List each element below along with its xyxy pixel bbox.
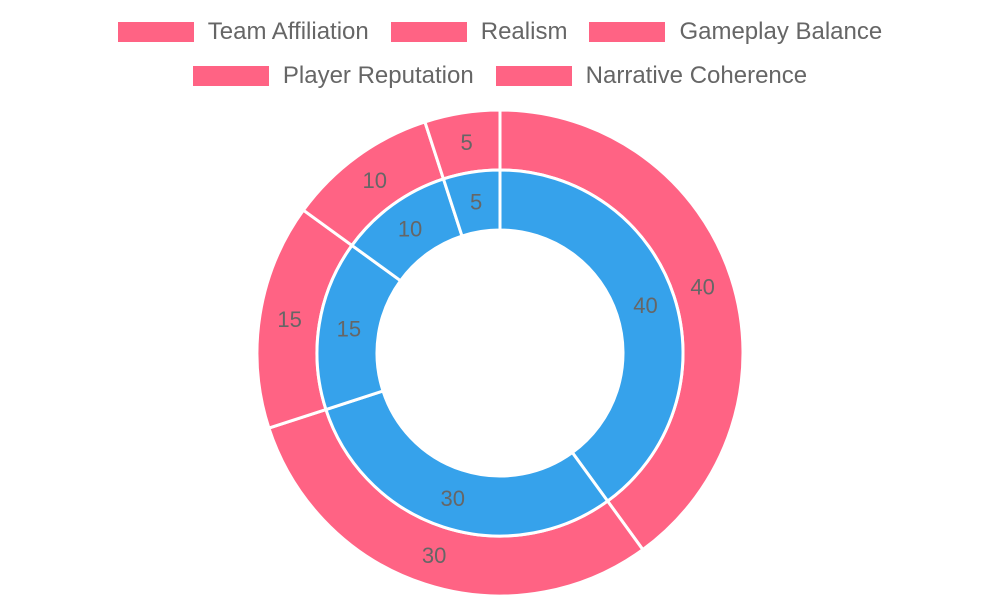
legend-item[interactable]: Team Affiliation	[117, 18, 369, 46]
legend-label: Narrative Coherence	[585, 62, 808, 89]
legend-item[interactable]: Realism	[390, 18, 568, 46]
legend-item[interactable]: Narrative Coherence	[495, 62, 808, 90]
doughnut-segment[interactable]	[324, 389, 610, 538]
legend-label: Team Affiliation	[207, 18, 369, 45]
segment-value-label: 15	[277, 307, 301, 332]
doughnut-segment[interactable]	[441, 168, 502, 238]
legend-label: Player Reputation	[282, 62, 474, 89]
segment-value-label: 40	[633, 293, 657, 318]
segment-value-label: 15	[337, 317, 361, 342]
legend-swatch	[495, 66, 572, 86]
outer-ring	[255, 108, 745, 598]
segment-value-label: 40	[690, 275, 714, 300]
segment-value-label: 10	[363, 168, 387, 193]
segment-value-label: 30	[440, 486, 464, 511]
segment-value-label: 5	[461, 130, 473, 155]
legend-row: Team Affiliation Realism Gameplay Balance	[0, 18, 1000, 46]
legend-swatch	[589, 22, 666, 42]
segment-value-label: 10	[398, 217, 422, 242]
legend-item[interactable]: Gameplay Balance	[589, 18, 882, 46]
segment-value-label: 30	[422, 543, 446, 568]
legend-label: Realism	[480, 18, 568, 45]
legend-row: Player Reputation Narrative Coherence	[0, 62, 1000, 90]
legend-swatch	[390, 22, 467, 42]
doughnut-segment[interactable]	[498, 168, 685, 504]
legend-label: Gameplay Balance	[679, 18, 883, 45]
legend-swatch	[117, 22, 194, 42]
legend-item[interactable]: Player Reputation	[192, 62, 474, 90]
segment-value-label: 5	[470, 189, 482, 214]
inner-ring	[315, 168, 685, 538]
legend-swatch	[192, 66, 269, 86]
